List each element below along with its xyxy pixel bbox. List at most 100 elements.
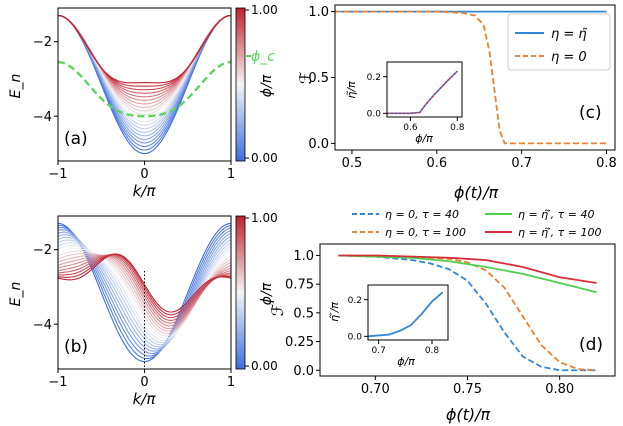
d-inset-xtick-label: 0.8 [425, 346, 440, 356]
d-legend: η = 0, τ = 40 η = 0, τ = 100 η = η̃′, τ … [352, 208, 601, 239]
a-colorbar-min: 0.00 [251, 151, 278, 165]
d-legend-label-0: η = 0, τ = 40 [385, 208, 459, 221]
c-inset-background [387, 62, 462, 117]
c-inset-xtick-label: 0.8 [450, 123, 465, 133]
b-xtick-label: −1 [48, 375, 67, 390]
d-series-3 [338, 254, 597, 284]
a-phic-label: ϕ_c [251, 49, 275, 65]
b-ylabel: E_n [8, 282, 24, 307]
d-legend-label-1: η = 0, τ = 100 [385, 226, 466, 239]
a-band-curve [58, 14, 231, 126]
a-ytick-label: −2 [33, 35, 52, 50]
c-ylabel: ℱ [296, 71, 315, 84]
panel-c: 0.5 0.6 0.7 0.8 0.0 0.5 1.0 (c) ϕ(t)/π ℱ η = η… [296, 4, 617, 202]
a-xtick-label: −1 [48, 167, 67, 182]
d-inset-series [367, 291, 444, 338]
d-legend-label-2: η = η̃′, τ = 40 [518, 208, 594, 221]
a-critical-curve [57, 60, 232, 118]
d-inset-ticks: 0.7 0.8 0.0 0.2 [348, 296, 440, 356]
panel-b: −1 0 1 −4 −2 (b) k/π E_n 1.00 0.00 ϕ/π [8, 211, 278, 408]
b-panel-label: (b) [64, 337, 88, 357]
b-band-curve [57, 229, 232, 355]
d-inset-ylabel: η̃′/π [328, 302, 341, 322]
a-xtick-label: 1 [227, 167, 235, 182]
a-ylabel: E_n [8, 74, 24, 99]
d-ytick-label: 0.5 [293, 306, 314, 321]
d-inset-xtick-label: 0.7 [372, 346, 386, 356]
d-series-2 [338, 254, 597, 294]
d-ylabel: ℱ [268, 303, 287, 316]
c-inset-xlabel: ϕ/π [415, 132, 433, 145]
d-inset-ytick-label: 0.0 [348, 332, 363, 342]
a-colorbar-label: ϕ/π [259, 74, 275, 97]
a-band-curve [57, 14, 232, 87]
d-inset-background [368, 285, 448, 340]
c-inset-ylabel: η̃/π [345, 81, 358, 99]
b-colorbar-max: 1.00 [251, 211, 278, 225]
c-inset-ytick-label: 0.2 [367, 73, 381, 83]
c-inset-ytick-label: 0.0 [367, 109, 382, 119]
d-ticks: 0.70 0.75 0.80 0.0 0.25 0.5 0.75 1.0 [285, 249, 574, 397]
b-colorbar-min: 0.00 [251, 359, 278, 373]
c-ytick-label: 0.5 [308, 71, 329, 86]
a-band-curve [58, 14, 231, 116]
d-series-lines [338, 254, 597, 372]
a-phic-curve [57, 60, 232, 118]
d-inset-frame [367, 284, 449, 341]
d-xtick-label: 0.70 [361, 382, 390, 397]
d-ytick-label: 1.0 [293, 249, 314, 264]
c-inset-ticks: 0.6 0.8 0.0 0.2 [367, 73, 465, 133]
c-xlabel: ϕ(t)/π [454, 183, 499, 202]
d-series-0 [338, 254, 597, 372]
b-ytick-label: −4 [33, 318, 52, 333]
a-band-curves [57, 14, 232, 155]
b-xtick-label: 1 [227, 375, 235, 390]
a-panel-label: (a) [64, 129, 88, 149]
c-inset: 0.6 0.8 0.0 0.2 ϕ/π η̃/π [345, 61, 465, 145]
c-legend-label-eta-tilde: η = η̃ [551, 27, 588, 42]
d-xtick-label: 0.80 [545, 382, 574, 397]
d-ytick-label: 0.75 [285, 278, 314, 293]
c-legend-label-eta-zero: η = 0 [551, 50, 587, 65]
c-inset-xtick-label: 0.6 [403, 123, 418, 133]
a-band-curve [58, 14, 231, 123]
c-xtick-label: 0.7 [511, 156, 532, 171]
b-colorbar-label: ϕ/π [259, 282, 275, 305]
a-band-curve [58, 14, 231, 105]
b-colorbar [235, 215, 246, 370]
c-panel-label: (c) [579, 103, 602, 123]
a-band-curve [57, 14, 232, 98]
c-ytick-label: 0.0 [308, 137, 329, 152]
a-band-curve [58, 14, 231, 119]
b-band-curve [57, 253, 232, 316]
a-band-curve [58, 14, 231, 130]
a-band-curve [57, 14, 232, 140]
a-ticks: −1 0 1 −4 −2 [33, 35, 235, 182]
b-xlabel: k/π [133, 390, 157, 408]
d-ytick-label: 0.0 [293, 364, 314, 379]
d-inset: 0.7 0.8 0.0 0.2 ϕ/π η̃′/π [328, 284, 449, 368]
a-band-curve [57, 14, 232, 84]
d-legend-label-3: η = η̃′, τ = 100 [518, 226, 601, 239]
a-band-curve [57, 14, 232, 94]
c-xtick-label: 0.5 [342, 156, 363, 171]
a-colorbar [235, 7, 246, 162]
c-legend: η = η̃ η = 0 [507, 13, 611, 71]
d-panel-label: (d) [579, 335, 603, 355]
c-ytick-label: 1.0 [308, 5, 329, 20]
a-xlabel: k/π [133, 182, 157, 200]
a-colorbar-max: 1.00 [251, 3, 278, 17]
c-inset-series [387, 70, 458, 115]
c-series-1 [335, 10, 607, 145]
panel-a: −1 0 1 −4 −2 (a) k/π E_n 1.00 0.00 ϕ/π ϕ_c [8, 3, 278, 200]
d-xlabel: ϕ(t)/π [446, 405, 491, 424]
d-ytick-label: 0.25 [285, 335, 314, 350]
c-inset-frame [386, 61, 463, 118]
panel-d: η = 0, τ = 40 η = 0, τ = 100 η = η̃′, τ … [268, 208, 616, 424]
a-band-curve [57, 14, 232, 101]
c-ticks: 0.5 0.6 0.7 0.8 0.0 0.5 1.0 [308, 5, 617, 171]
d-inset-series-0 [367, 291, 444, 338]
a-xtick-label: 0 [140, 167, 148, 182]
d-xtick-label: 0.75 [453, 382, 482, 397]
